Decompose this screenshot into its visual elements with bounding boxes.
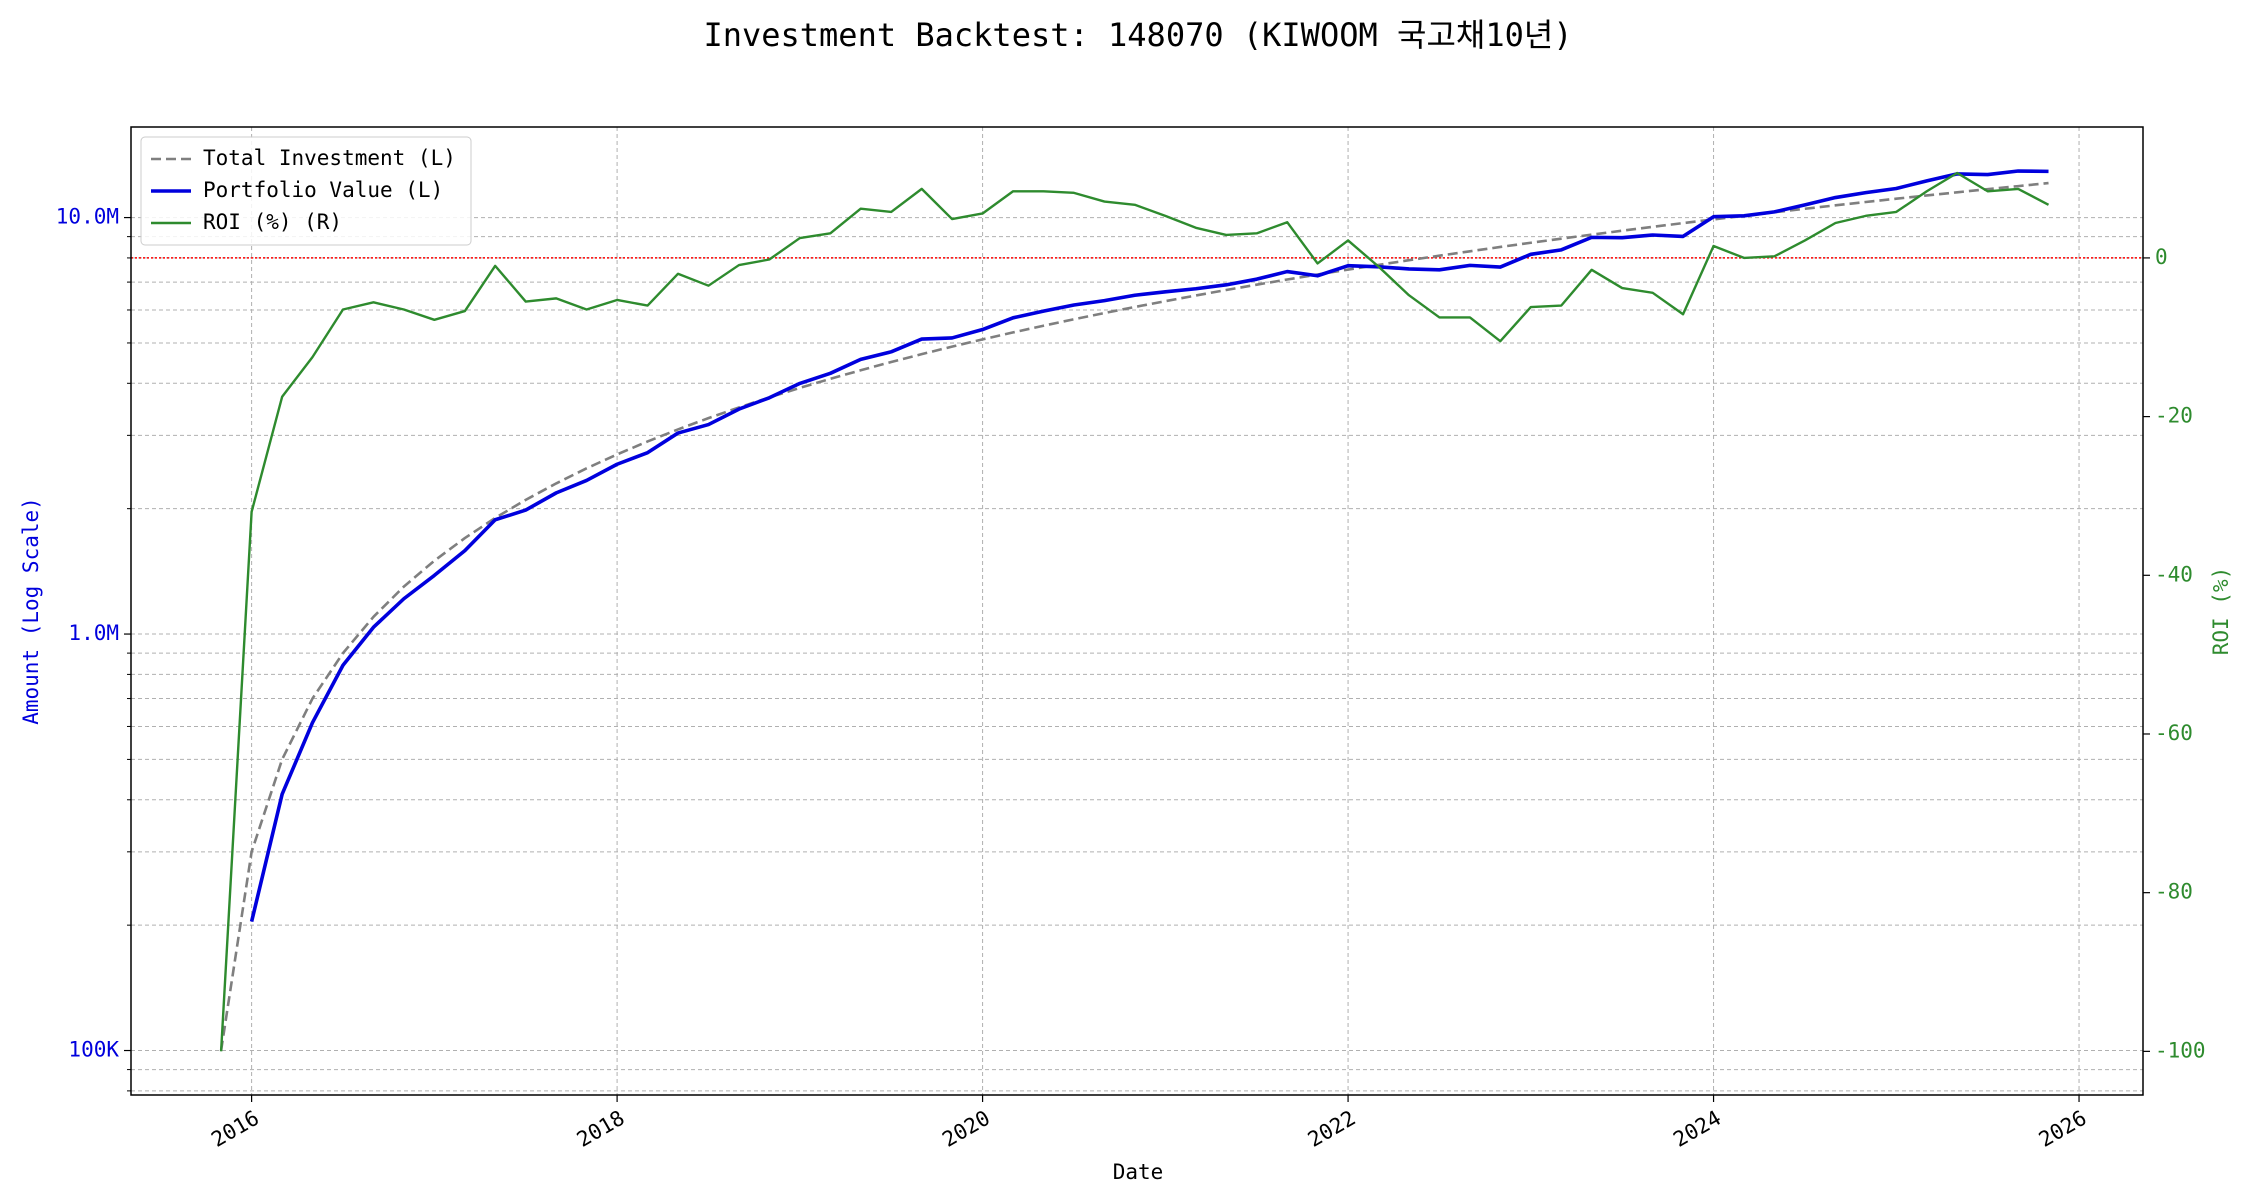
y-tick-label: 1.0M [68, 621, 119, 645]
y2-tick-label: -20 [2155, 404, 2193, 428]
series-line [219, 181, 2049, 1051]
x-axis-label: Date [1113, 1160, 1164, 1184]
legend-label: Total Investment (L) [203, 146, 456, 170]
chart-title: Investment Backtest: 148070 (KIWOOM 국고채1… [703, 16, 1572, 54]
y2-axis-label: ROI (%) [2209, 567, 2233, 656]
y-tick-label: 10.0M [56, 205, 119, 229]
legend-label: ROI (%) (R) [203, 210, 342, 234]
legend-label: Portfolio Value (L) [203, 178, 443, 202]
y2-tick-label: -100 [2155, 1038, 2206, 1062]
series-group [219, 169, 2050, 1052]
y-tick-label: 100K [68, 1038, 119, 1062]
y-axis-label: Amount (Log Scale) [19, 497, 43, 725]
series-line [219, 171, 2050, 1052]
y2-tick-label: -60 [2155, 721, 2193, 745]
y2-tick-label: -80 [2155, 880, 2193, 904]
y2-tick-label: -40 [2155, 562, 2193, 586]
series-line [249, 169, 2049, 922]
plot-frame [130, 126, 2144, 1096]
legend-box [140, 136, 472, 246]
y2-tick-label: 0 [2155, 245, 2168, 269]
